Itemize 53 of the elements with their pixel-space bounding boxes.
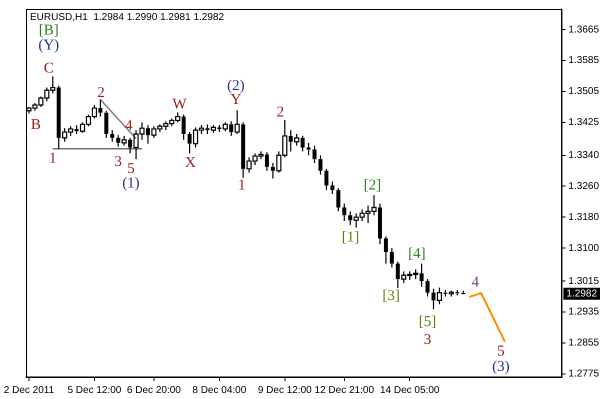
candlestick	[306, 142, 311, 156]
candlestick	[110, 130, 114, 142]
annotation: 1	[238, 178, 246, 194]
annotation: [3]	[382, 288, 400, 304]
annotation: (2)	[227, 78, 245, 94]
annotation: 2	[97, 84, 105, 101]
x-tick-label: 9 Dec 12:00	[258, 384, 312, 396]
candlestick	[342, 203, 346, 222]
y-tick-label: 1.3340	[568, 150, 600, 162]
annotation: C	[44, 60, 54, 77]
y-tick-label: 1.3015	[568, 276, 600, 287]
annotation: 1	[49, 150, 57, 166]
annotation: 1.2982	[566, 288, 598, 300]
annotation: (Y)	[38, 38, 60, 54]
annotation: B	[30, 117, 41, 134]
candlestick	[384, 236, 388, 264]
x-tick-label: 2 Dec 2011	[4, 384, 55, 396]
annotation: [4]	[408, 246, 426, 262]
annotation: (3)	[492, 359, 510, 375]
y-tick-label: 1.3260	[568, 180, 600, 192]
candlestick	[336, 188, 340, 212]
annotation: X	[184, 155, 196, 172]
chart-title: EURUSD,H1 1.2984 1.2990 1.2981 1.2982	[30, 12, 224, 23]
annotation: 4	[471, 274, 480, 290]
annotation: [5]	[418, 314, 436, 330]
x-tick-label: 8 Dec 04:00	[192, 384, 247, 396]
annotation: (1)	[122, 176, 140, 192]
x-tick-label: 5 Dec 12:00	[67, 384, 122, 396]
y-tick-label: 1.3425	[568, 117, 600, 128]
y-tick-label: 1.3665	[568, 24, 600, 36]
annotation: W	[172, 96, 188, 113]
annotation: 3	[114, 154, 122, 170]
annotation: 3	[424, 332, 432, 348]
annotation: 2	[276, 104, 284, 120]
x-tick-label: 12 Dec 21:00	[314, 384, 374, 396]
candlestick	[461, 290, 466, 294]
annotation: [B]	[38, 22, 59, 38]
y-tick-label: 1.3180	[568, 212, 600, 223]
annotation: 4	[125, 118, 134, 134]
annotation: 5	[497, 344, 505, 360]
y-tick-label: 1.3505	[568, 86, 600, 98]
y-tick-label: 1.3100	[568, 242, 600, 254]
y-tick-label: 1.2855	[568, 338, 600, 349]
y-tick-label: 1.3585	[568, 55, 600, 66]
x-tick-label: 14 Dec 05:00	[380, 384, 440, 396]
y-tick-label: 1.2935	[568, 306, 600, 318]
annotation: 5	[127, 161, 135, 178]
annotation: Y	[230, 92, 242, 108]
candlestick	[104, 110, 108, 138]
y-tick-label: 1.2775	[568, 368, 600, 380]
annotation: [2]	[364, 178, 382, 194]
x-tick-label: 6 Dec 20:00	[126, 384, 182, 396]
annotation: [1]	[342, 229, 360, 246]
